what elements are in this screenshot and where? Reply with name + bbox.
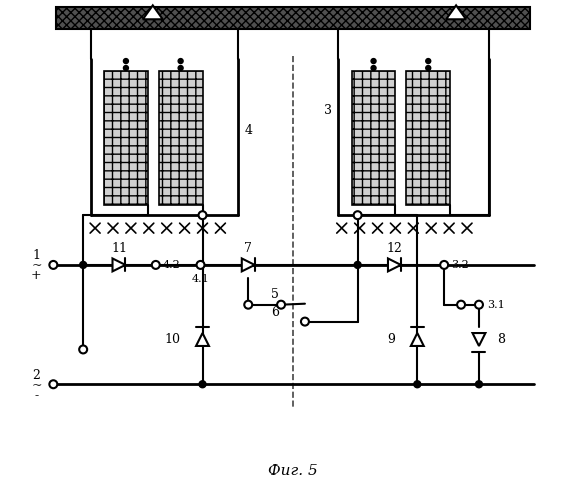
Text: 12: 12	[387, 242, 403, 254]
Circle shape	[199, 211, 206, 219]
Circle shape	[414, 381, 421, 388]
Circle shape	[178, 66, 183, 70]
Circle shape	[49, 380, 57, 388]
Circle shape	[199, 381, 206, 388]
Circle shape	[426, 66, 431, 70]
Circle shape	[196, 261, 205, 269]
Text: ~: ~	[31, 260, 42, 272]
Text: 4: 4	[244, 124, 252, 137]
Circle shape	[244, 300, 252, 308]
Text: 6: 6	[271, 306, 279, 319]
Circle shape	[426, 58, 431, 64]
Circle shape	[457, 300, 465, 308]
Text: 11: 11	[111, 242, 127, 254]
Circle shape	[178, 58, 183, 64]
Circle shape	[49, 261, 57, 269]
Text: 2: 2	[32, 369, 40, 382]
Text: ~: ~	[31, 378, 42, 392]
Circle shape	[475, 381, 482, 388]
Bar	[159, 71, 203, 205]
Text: 4.2: 4.2	[163, 260, 180, 270]
Circle shape	[301, 318, 309, 326]
Bar	[56, 8, 530, 29]
Circle shape	[277, 300, 285, 308]
Text: 8: 8	[497, 333, 505, 346]
Bar	[104, 71, 148, 205]
Circle shape	[124, 58, 128, 64]
Text: +: +	[31, 270, 42, 282]
Polygon shape	[196, 333, 209, 346]
Circle shape	[79, 346, 87, 354]
Text: 3.2: 3.2	[451, 260, 469, 270]
Polygon shape	[446, 6, 466, 20]
Circle shape	[354, 211, 362, 219]
Circle shape	[124, 66, 128, 70]
Polygon shape	[242, 258, 255, 272]
Circle shape	[371, 58, 376, 64]
Polygon shape	[143, 6, 163, 20]
Text: 10: 10	[165, 333, 180, 346]
Text: 5: 5	[271, 288, 279, 301]
Circle shape	[440, 261, 448, 269]
Bar	[406, 71, 450, 205]
Polygon shape	[472, 333, 485, 346]
Text: Фиг. 5: Фиг. 5	[268, 464, 318, 478]
Text: -: -	[35, 388, 39, 402]
Circle shape	[371, 66, 376, 70]
Text: 1: 1	[32, 250, 40, 262]
Polygon shape	[388, 258, 401, 272]
Circle shape	[152, 261, 160, 269]
Text: 3: 3	[324, 104, 332, 118]
Polygon shape	[411, 333, 424, 346]
Text: 7: 7	[244, 242, 252, 254]
Text: 3.1: 3.1	[487, 300, 505, 310]
Bar	[352, 71, 396, 205]
Circle shape	[80, 262, 87, 268]
Circle shape	[354, 262, 361, 268]
Circle shape	[475, 300, 483, 308]
Polygon shape	[113, 258, 125, 272]
Text: 4.1: 4.1	[192, 274, 209, 284]
Text: 9: 9	[387, 333, 396, 346]
